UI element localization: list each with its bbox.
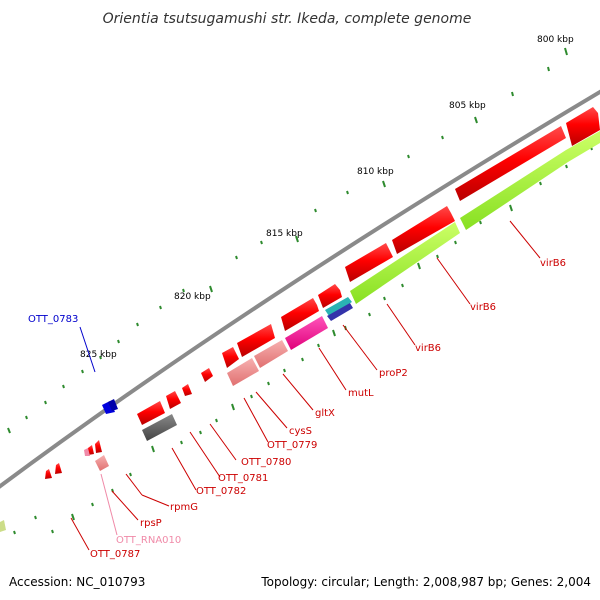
- gene-block: [166, 391, 181, 409]
- gene-block: [237, 324, 275, 357]
- gene-block: [254, 340, 288, 368]
- gene-ott-0783[interactable]: [102, 399, 118, 414]
- gene-label: cysS: [289, 426, 312, 437]
- gene-block: [182, 384, 192, 396]
- gene-labels: virB6 virB6 virB6 proP2 mutL gltX cysS O…: [28, 258, 566, 560]
- tick-mark: [25, 415, 28, 420]
- reverse-strand-genes[interactable]: [0, 131, 600, 532]
- gene-label: OTT_0787: [90, 549, 140, 560]
- gene-block: [327, 303, 353, 321]
- tick-marks: [7, 47, 568, 434]
- label-leaders: [70, 220, 541, 551]
- tick-mark: [136, 322, 139, 327]
- tick-mark: [474, 116, 478, 124]
- tick-label: 820 kbp: [174, 292, 211, 302]
- gene-label: virB6: [470, 302, 496, 313]
- tick-mark: [159, 305, 162, 310]
- gene-label: rpmG: [170, 502, 198, 513]
- tick-mark: [564, 47, 568, 56]
- gene-block: [392, 206, 455, 254]
- topology-summary: Topology: circular; Length: 2,008,987 bp…: [260, 575, 591, 589]
- tick-mark: [235, 255, 238, 260]
- tick-mark: [44, 400, 47, 405]
- tick-mark: [7, 427, 11, 434]
- accession-text: Accession: NC_010793: [9, 575, 145, 589]
- tick-mark: [511, 91, 514, 97]
- gene-block: [95, 440, 102, 453]
- gene-label: OTT_RNA010: [116, 535, 181, 546]
- gene-block: [285, 316, 328, 350]
- gene-block: [222, 347, 239, 368]
- tick-mark: [441, 135, 444, 140]
- tick-mark: [62, 384, 65, 389]
- tick-label: 815 kbp: [266, 229, 303, 239]
- gene-label: OTT_0781: [218, 473, 268, 484]
- gene-block: [345, 243, 393, 282]
- map-title: Orientia tsutsugamushi str. Ikeda, compl…: [103, 11, 472, 27]
- gene-block: [350, 222, 460, 304]
- tick-mark: [407, 154, 410, 159]
- tick-mark: [346, 190, 349, 195]
- tick-mark: [81, 369, 84, 374]
- tick-mark: [99, 355, 102, 360]
- tick-labels: 800 kbp 805 kbp 810 kbp 815 kbp 820 kbp …: [80, 35, 574, 360]
- gene-block: [566, 107, 600, 146]
- gene-block: [201, 368, 213, 382]
- gene-label: OTT_0779: [267, 440, 317, 451]
- gene-block: [227, 358, 259, 386]
- gene-label: proP2: [379, 368, 408, 379]
- tick-label: 800 kbp: [537, 35, 574, 45]
- gene-block: [95, 455, 109, 471]
- gene-block: [84, 448, 90, 456]
- gene-label: OTT_0782: [196, 486, 246, 497]
- gene-block: [45, 469, 52, 479]
- gene-block: [0, 520, 6, 532]
- tick-mark: [260, 240, 263, 245]
- gene-block: [325, 297, 352, 316]
- gene-label: rpsP: [140, 518, 162, 529]
- tick-label: 805 kbp: [449, 101, 486, 111]
- gene-block: [460, 131, 600, 230]
- gene-block: [318, 284, 342, 308]
- gene-label: OTT_0783: [28, 314, 78, 325]
- gene-label: virB6: [540, 258, 566, 269]
- inner-tick-marks: [13, 146, 593, 535]
- tick-mark: [295, 235, 299, 243]
- gene-block: [88, 445, 94, 455]
- gene-label: virB6: [415, 343, 441, 354]
- gene-block: [281, 298, 319, 331]
- genome-backbone: [0, 89, 600, 489]
- tick-mark: [314, 208, 317, 213]
- tick-mark: [209, 285, 213, 293]
- tick-label: 810 kbp: [357, 167, 394, 177]
- gene-label: mutL: [348, 388, 374, 399]
- tick-label: 825 kbp: [80, 350, 117, 360]
- gene-label: gltX: [315, 408, 335, 419]
- tick-mark: [547, 66, 550, 72]
- forward-strand-genes[interactable]: [45, 107, 600, 479]
- gene-block: [455, 126, 566, 201]
- gene-block: [55, 463, 62, 474]
- tick-mark: [382, 180, 386, 188]
- gene-block: [137, 401, 165, 425]
- tick-mark: [117, 339, 120, 344]
- tick-mark: [182, 288, 185, 293]
- gene-block: [142, 414, 177, 441]
- gene-label: OTT_0780: [241, 457, 291, 468]
